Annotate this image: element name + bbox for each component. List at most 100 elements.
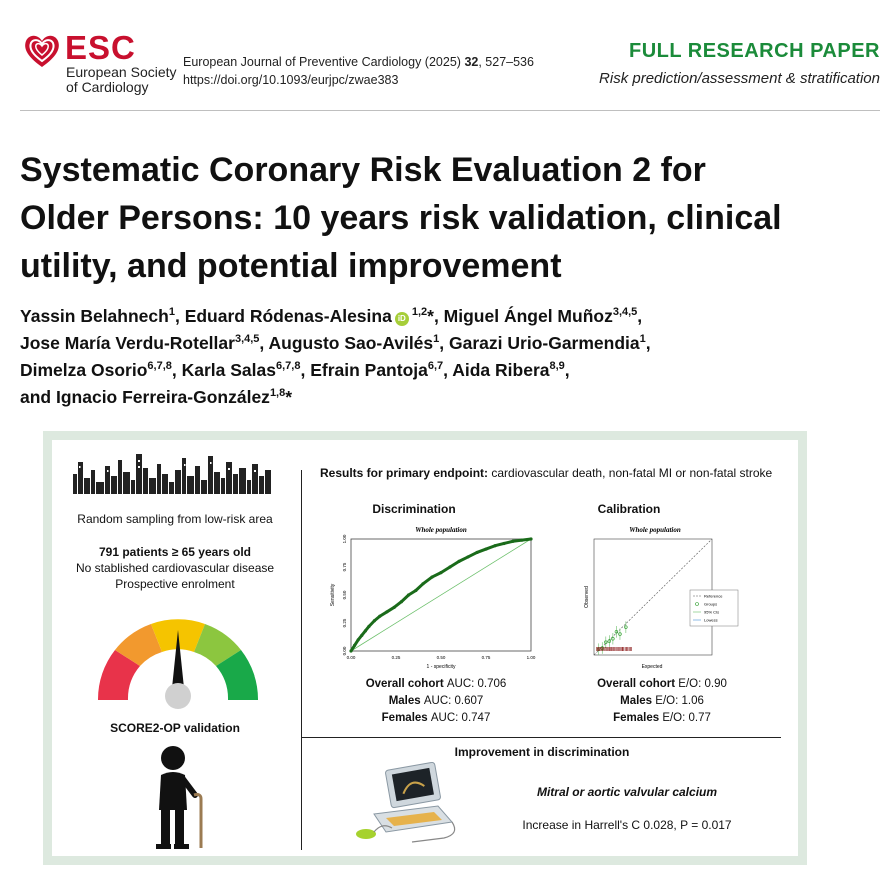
- roc-y-tick-label: 1.00: [342, 534, 347, 543]
- roc-point: [407, 593, 411, 597]
- roc-point: [385, 610, 389, 614]
- calibration-row-value: E/O: 1.06: [655, 695, 704, 707]
- author-name[interactable]: Efrain Pantoja: [310, 360, 428, 380]
- roc-point: [353, 643, 357, 647]
- author-prefix: and: [20, 387, 56, 407]
- author-name[interactable]: Aida Ribera: [452, 360, 550, 380]
- validation-label: SCORE2-OP validation: [110, 721, 240, 735]
- roc-point: [367, 624, 371, 628]
- roc-point: [421, 582, 425, 586]
- roc-x-tick-label: 0.50: [437, 655, 446, 660]
- author-separator: ,: [174, 306, 185, 326]
- roc-point: [457, 559, 461, 563]
- author-name[interactable]: Augusto Sao-Avilés: [268, 333, 434, 353]
- graphical-abstract: Random sampling from low-risk area 791 p…: [43, 431, 807, 865]
- roc-point: [414, 588, 418, 593]
- roc-point: [399, 600, 403, 604]
- legend-ci: 95% CIs: [704, 610, 719, 615]
- calibration-row-value: E/O: 0.90: [678, 678, 727, 690]
- sampling-text: Random sampling from low-risk area: [77, 512, 273, 526]
- corresponding-author-mark: *: [285, 387, 293, 407]
- roc-y-tick-label: 0.50: [342, 590, 347, 599]
- calibration-group-point: [611, 637, 615, 641]
- roc-point: [378, 614, 382, 618]
- roc-x-tick-label: 0.25: [392, 655, 401, 660]
- legend-lowess: Lowess: [704, 618, 718, 623]
- roc-chart: Whole population 0.000.00 0.25 0.25 0.50 0.5…: [330, 526, 536, 670]
- author-separator: ,: [443, 360, 453, 380]
- author-name[interactable]: Miguel Ángel Muñoz: [443, 306, 613, 326]
- results-label: Results for primary endpoint:: [320, 466, 489, 480]
- discrimination-row-value: AUC: 0.706: [446, 678, 507, 690]
- title-line-3: utility, and potential improvement: [20, 247, 562, 285]
- author-separator: ,: [564, 360, 570, 380]
- risk-gauge-icon: [97, 619, 259, 709]
- roc-point: [392, 605, 396, 609]
- author-name[interactable]: Garazi Urio-Garmendia: [449, 333, 640, 353]
- calibration-row-value: E/O: 0.77: [662, 712, 711, 724]
- roc-point: [349, 649, 353, 653]
- improvement-title: Improvement in discrimination: [454, 745, 630, 759]
- discrimination-row-label: Females: [381, 712, 431, 724]
- esc-logo[interactable]: ESC European Society of Cardiology: [20, 27, 180, 97]
- logo-sub-line-2: of Cardiology: [66, 79, 149, 95]
- calibration-row: Overall cohort E/O: 0.90: [562, 676, 762, 693]
- roc-point: [475, 550, 479, 555]
- calibration-group-point: [624, 625, 628, 629]
- roc-y-tick-label: 0.75: [342, 562, 347, 571]
- roc-point: [363, 629, 367, 633]
- author-name[interactable]: Jose María Verdu-Rotellar: [20, 333, 235, 353]
- author-name[interactable]: Karla Salas: [181, 360, 276, 380]
- author-separator: ,: [259, 333, 269, 353]
- inclusion-criteria-1: No stablished cardiovascular disease: [75, 561, 275, 575]
- title-line-1: Systematic Coronary Risk Evaluation 2 fo…: [20, 151, 706, 189]
- calibration-reference-line: [593, 538, 713, 656]
- roc-point: [502, 541, 506, 546]
- journal-name: European Journal of Preventive Cardiolog…: [183, 55, 461, 69]
- roc-point: [466, 555, 470, 559]
- journal-citation: European Journal of Preventive Cardiolog…: [183, 53, 534, 89]
- roc-point: [372, 619, 376, 623]
- orcid-icon[interactable]: iD: [394, 312, 409, 326]
- roc-point: [360, 633, 364, 637]
- roc-x-tick-label: 0.75: [482, 655, 491, 660]
- author-affiliation: 1,2: [411, 306, 428, 319]
- journal-pages: , 527–536: [478, 55, 534, 69]
- logo-wordmark: ESC: [65, 29, 136, 66]
- calibration-group-point: [607, 639, 612, 643]
- improvement-marker: Mitral or aortic valvular calcium: [536, 785, 718, 799]
- patients-count: 791 patients ≥ 65 years old: [99, 545, 251, 559]
- echocardiography-device-icon: [356, 762, 456, 843]
- logo-sub-line-1: European Society: [66, 64, 177, 80]
- calibration-group-point: [618, 632, 622, 636]
- author-affiliation: 1: [433, 333, 440, 346]
- author-affiliation: 6,7,8: [147, 360, 172, 373]
- results-text: cardiovascular death, non-fatal MI or no…: [488, 466, 773, 480]
- improvement-value: Increase in Harrell's C 0.028, P = 0.017: [522, 818, 732, 832]
- vertical-divider: [301, 470, 302, 850]
- logo-society-name: European Society of Cardiology: [66, 65, 177, 95]
- author-list: Yassin Belahnech1, Eduard Ródenas-Alesin…: [20, 303, 880, 411]
- author-affiliation: 1: [168, 306, 175, 319]
- paper-section-label: Risk prediction/assessment & stratificat…: [599, 70, 880, 87]
- roc-point: [430, 575, 434, 579]
- calibration-group-point: [614, 630, 619, 634]
- author-name[interactable]: Dimelza Osorio: [20, 360, 148, 380]
- discrimination-stats: Overall cohort AUC: 0.706 Males AUC: 0.60…: [336, 676, 536, 727]
- calibration-row-label: Overall cohort: [597, 678, 679, 690]
- roc-point: [511, 539, 515, 543]
- city-skyline-icon: [73, 454, 271, 494]
- roc-point: [439, 571, 443, 575]
- roc-point: [520, 538, 524, 542]
- author-name[interactable]: Eduard Ródenas-Alesina: [184, 306, 392, 326]
- author-name[interactable]: Ignacio Ferreira-González: [55, 387, 270, 407]
- calibration-row-label: Females: [613, 712, 663, 724]
- author-affiliation: 6,7: [427, 360, 444, 373]
- author-name[interactable]: Yassin Belahnech: [20, 306, 169, 326]
- legend-groups: Groups: [704, 602, 717, 607]
- corresponding-author-mark: *: [427, 306, 434, 326]
- legend-reference: Reference: [704, 594, 723, 599]
- doi-link[interactable]: https://doi.org/10.1093/eurjpc/zwae383: [183, 73, 399, 87]
- author-separator: ,: [645, 333, 651, 353]
- roc-y-tick-label: 0.00: [342, 646, 347, 655]
